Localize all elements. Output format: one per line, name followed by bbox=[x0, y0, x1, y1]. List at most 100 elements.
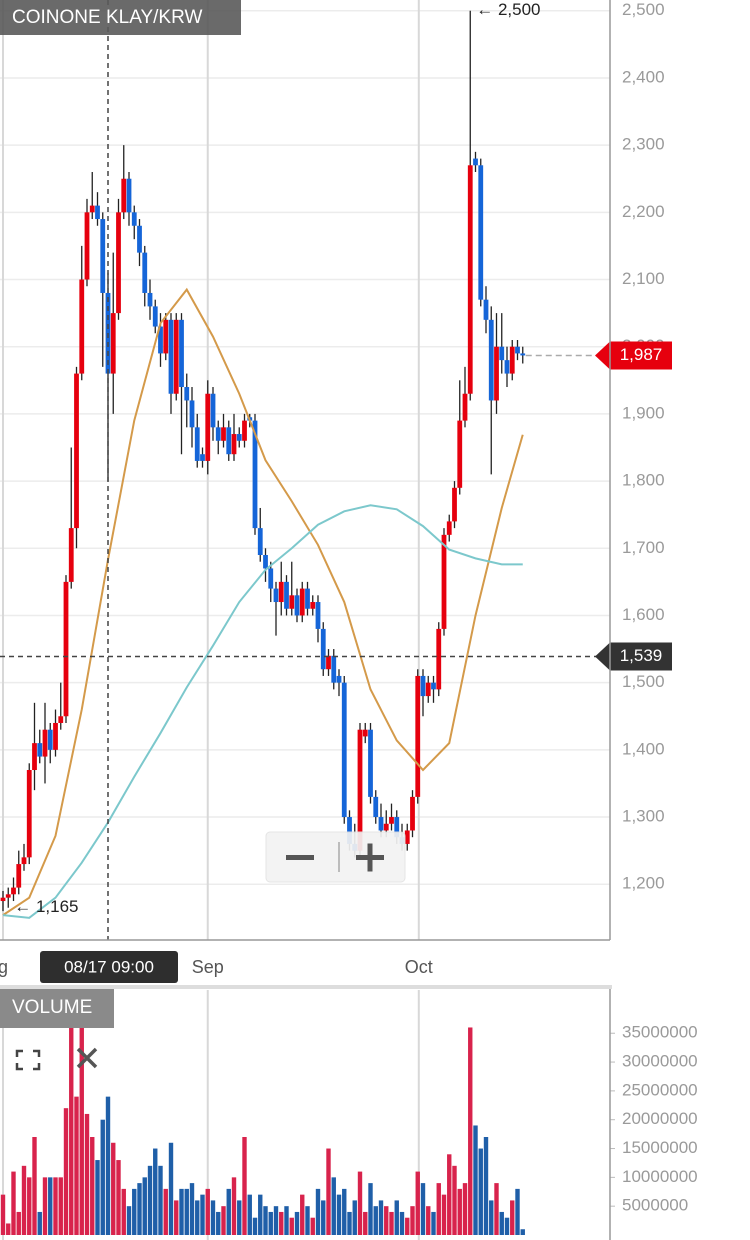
volume-title: VOLUME bbox=[12, 997, 92, 1018]
candle-body bbox=[336, 675, 342, 683]
candle-body bbox=[205, 393, 211, 461]
candle-body bbox=[126, 178, 132, 213]
volume-bar bbox=[168, 1142, 174, 1235]
volume-bar bbox=[515, 1188, 520, 1235]
volume-bar bbox=[447, 1154, 452, 1235]
volume-bar bbox=[216, 1211, 221, 1235]
candle-body bbox=[310, 602, 316, 609]
candle-body bbox=[478, 165, 484, 300]
volume-bar bbox=[483, 1137, 489, 1235]
volume-bar bbox=[121, 1188, 126, 1235]
volume-bar bbox=[331, 1177, 336, 1235]
candle-body bbox=[457, 420, 463, 488]
volume-bar bbox=[111, 1142, 116, 1235]
candle-body bbox=[131, 212, 137, 226]
candle-body bbox=[142, 252, 148, 293]
volume-bar bbox=[189, 1183, 195, 1235]
volume-bar bbox=[384, 1206, 389, 1235]
candle-body bbox=[436, 628, 442, 690]
volume-bar bbox=[273, 1206, 279, 1235]
y-tick-label: 1,500 bbox=[622, 672, 665, 691]
marks-layer bbox=[0, 10, 526, 1235]
candle-body bbox=[84, 212, 90, 280]
zoom-in-button[interactable] bbox=[356, 843, 384, 872]
volume-bar bbox=[163, 1188, 168, 1235]
candle-body bbox=[394, 817, 400, 838]
volume-bar bbox=[200, 1194, 205, 1235]
volume-bar bbox=[195, 1200, 200, 1235]
candle-body bbox=[63, 581, 69, 717]
candle-body bbox=[441, 534, 447, 629]
volume-bar bbox=[326, 1148, 331, 1235]
volume-bar bbox=[184, 1188, 189, 1235]
y-tick-label: 2,100 bbox=[622, 269, 665, 288]
crosshair-price-tag bbox=[595, 642, 672, 671]
expand-icon[interactable] bbox=[15, 1049, 41, 1071]
panel-divider bbox=[0, 985, 612, 989]
volume-bar bbox=[247, 1194, 252, 1235]
candle-body bbox=[42, 729, 48, 757]
candle-body bbox=[58, 716, 64, 723]
volume-bar bbox=[79, 1027, 84, 1235]
candle-body bbox=[95, 205, 100, 220]
volume-bar bbox=[373, 1206, 378, 1235]
candle-body bbox=[294, 595, 300, 616]
volume-bar bbox=[63, 1108, 69, 1235]
candle-body bbox=[210, 393, 216, 428]
x-tick-label: Sep bbox=[192, 957, 224, 977]
candle-body bbox=[347, 817, 352, 844]
y-tick-label: 15000000 bbox=[622, 1138, 698, 1157]
candle-body bbox=[504, 360, 510, 374]
candle-body bbox=[462, 393, 468, 421]
volume-bar bbox=[84, 1113, 90, 1235]
volume-bar bbox=[294, 1211, 300, 1235]
volume-bar bbox=[431, 1211, 436, 1235]
candle-body bbox=[231, 434, 237, 455]
volume-bar bbox=[105, 1096, 111, 1235]
candle-body bbox=[74, 373, 79, 529]
candle-body bbox=[89, 205, 95, 213]
candle-body bbox=[257, 528, 263, 555]
y-tick-label: 2,400 bbox=[622, 67, 665, 86]
volume-bar bbox=[368, 1183, 373, 1235]
volume-bar bbox=[53, 1177, 58, 1235]
candle-body bbox=[152, 306, 158, 327]
close-icon[interactable] bbox=[76, 1047, 98, 1069]
candle-body bbox=[121, 178, 127, 213]
volume-bar bbox=[452, 1165, 457, 1235]
volume-bar bbox=[441, 1194, 447, 1235]
y-tick-label: 35000000 bbox=[622, 1023, 698, 1042]
volume-bar bbox=[473, 1125, 478, 1235]
candle-body bbox=[315, 602, 321, 629]
volume-bar bbox=[336, 1194, 342, 1235]
volume-bar bbox=[6, 1223, 11, 1235]
volume-bar bbox=[468, 1027, 473, 1235]
volume-bar bbox=[90, 1137, 95, 1235]
volume-bar bbox=[252, 1217, 258, 1235]
extreme-label: ← 2,500 bbox=[476, 0, 540, 19]
volume-bar bbox=[142, 1177, 147, 1235]
volume-bar bbox=[279, 1211, 284, 1235]
volume-bar bbox=[126, 1206, 132, 1235]
volume-bar bbox=[221, 1206, 226, 1235]
candle-body bbox=[263, 554, 268, 569]
candle-body bbox=[299, 588, 305, 616]
volume-bar bbox=[478, 1148, 483, 1235]
candle-body bbox=[110, 313, 116, 374]
volume-bar bbox=[205, 1188, 210, 1235]
candle-body bbox=[26, 770, 32, 858]
volume-bar bbox=[153, 1148, 158, 1235]
volume-bar bbox=[405, 1217, 410, 1235]
zoom-out-button[interactable] bbox=[286, 855, 314, 860]
y-tick-label: 1,400 bbox=[622, 739, 665, 758]
candle-body bbox=[494, 346, 499, 401]
volume-bar bbox=[363, 1211, 368, 1235]
volume-bar bbox=[11, 1171, 16, 1235]
y-tick-label: 2,300 bbox=[622, 135, 665, 154]
candle-body bbox=[236, 434, 242, 441]
volume-bar bbox=[42, 1177, 48, 1235]
crosshair-time-label: 08/17 09:00 bbox=[64, 957, 154, 976]
volume-bar bbox=[289, 1217, 294, 1235]
volume-bar bbox=[462, 1183, 468, 1235]
